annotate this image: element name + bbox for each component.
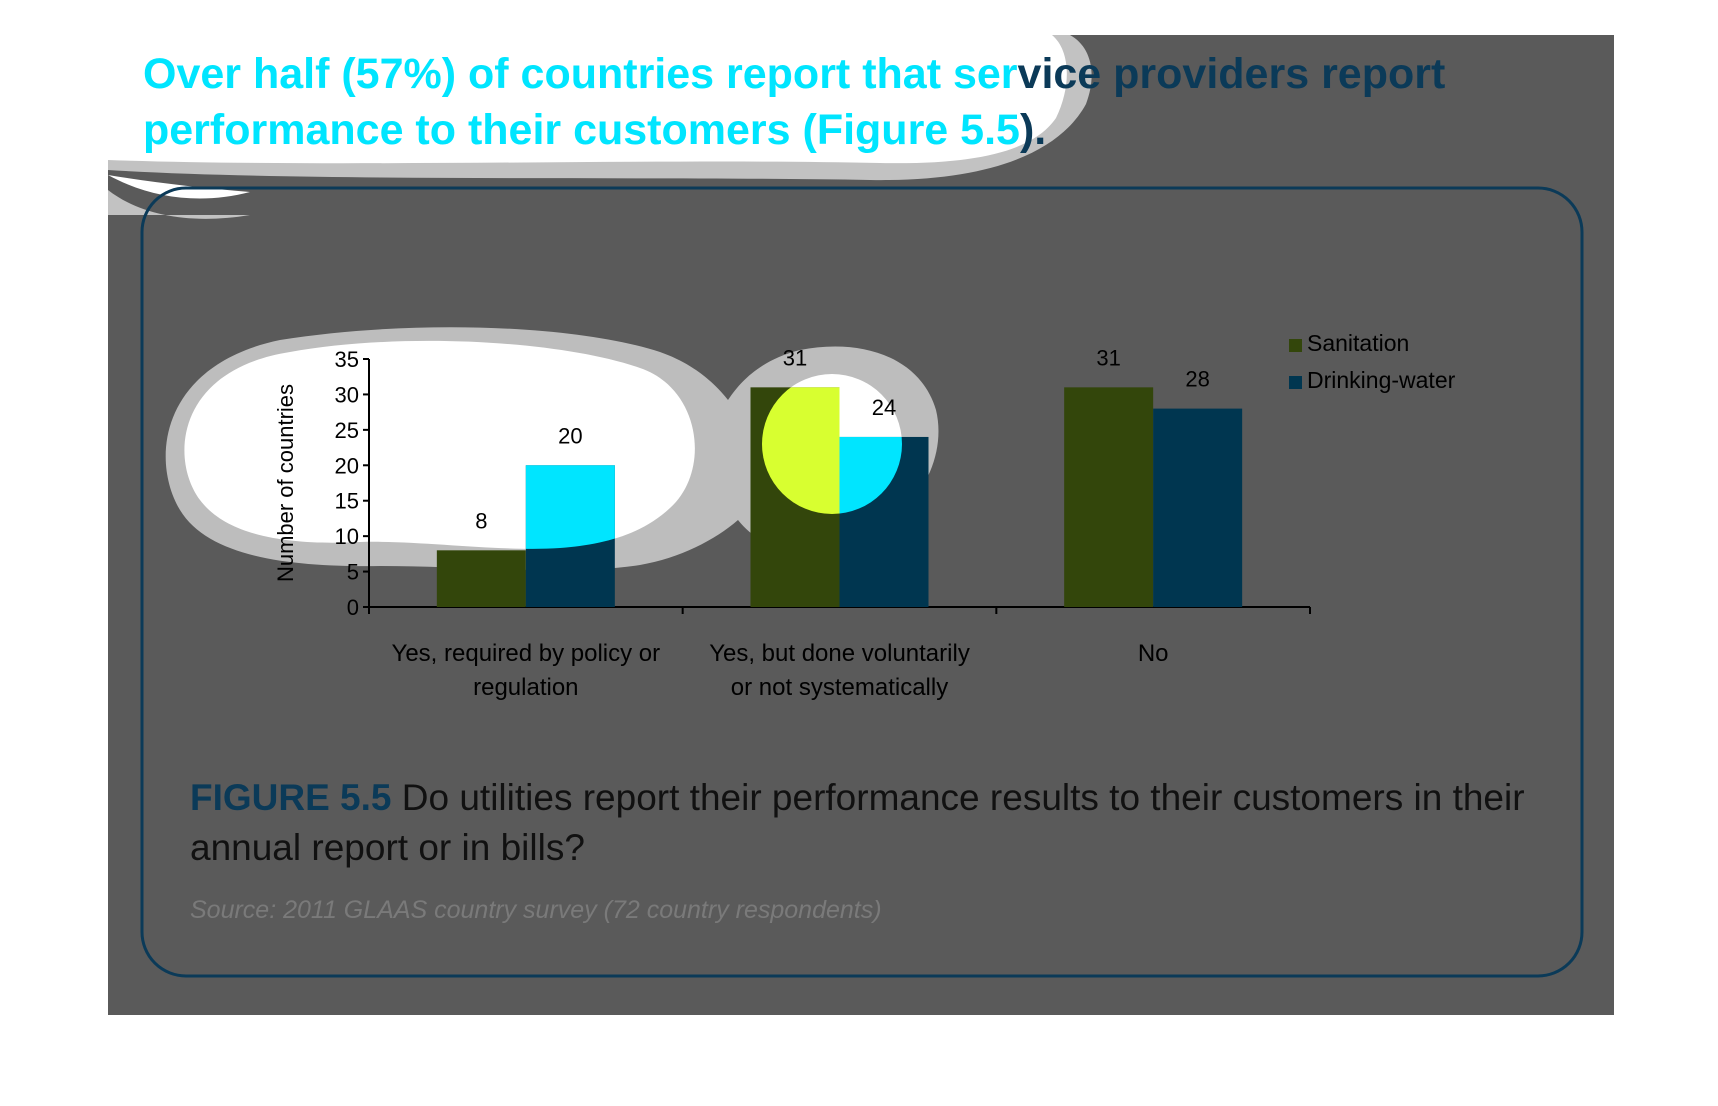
headline-highlight <box>108 35 1067 164</box>
data-label: 28 <box>1185 367 1209 392</box>
headline-line2-a: performance to their customers (Figure 5… <box>143 106 997 154</box>
bar-drinking-water-2 <box>1153 408 1243 607</box>
y-tick-label: 30 <box>335 382 359 407</box>
y-axis-label: Number of countries <box>273 384 298 582</box>
source-note: Source: 2011 GLAAS country survey (72 co… <box>190 896 882 924</box>
figure-label: FIGURE 5.5 <box>190 777 392 818</box>
data-label: 31 <box>1096 345 1120 370</box>
legend-label: Sanitation <box>1307 330 1409 356</box>
caption-text: Do utilities report their performance re… <box>190 777 1525 868</box>
headline: Over half (57%) of countries report that… <box>143 46 1623 158</box>
headline-highlight-tail <box>108 175 250 199</box>
y-tick-label: 0 <box>347 595 359 620</box>
headline-line2-c: ). <box>1019 106 1047 154</box>
bar-sanitation-2 <box>1064 387 1154 607</box>
y-tick-label: 25 <box>335 418 359 443</box>
legend-swatch-drinking-water <box>1289 376 1302 389</box>
y-tick-label: 35 <box>335 347 359 372</box>
headline-part-2: vice providers report <box>1017 50 1446 98</box>
bar-sanitation-0 <box>436 550 526 607</box>
x-category-label: Yes, required by policy or <box>392 640 661 667</box>
data-label: 8 <box>475 508 487 533</box>
y-tick-label: 15 <box>335 489 359 514</box>
headline-line2-b: 5 <box>996 106 1020 154</box>
legend-swatch-sanitation <box>1289 339 1302 352</box>
figure-caption: FIGURE 5.5 Do utilities report their per… <box>190 773 1560 873</box>
x-category-label: Yes, but done voluntarily <box>709 640 970 667</box>
y-tick-label: 20 <box>335 453 359 478</box>
x-category-label: or not systematically <box>731 674 948 701</box>
headline-part-1: Over half (57%) of countries report that… <box>143 50 1018 98</box>
legend-label: Drinking-water <box>1307 367 1456 393</box>
bar-highlight <box>525 465 615 549</box>
data-label: 31 <box>783 345 807 370</box>
figure-frame <box>140 186 1584 978</box>
x-category-label: No <box>1138 640 1169 667</box>
data-label: 24 <box>872 395 896 420</box>
highlight-left-overlay <box>525 465 615 549</box>
data-label: 20 <box>558 423 582 448</box>
y-tick-label: 5 <box>347 560 359 585</box>
bar-chart: 0 5 10 15 20 25 30 35 Number of countries 8 31 31 20… <box>273 330 1456 701</box>
y-tick-label: 10 <box>335 524 359 549</box>
x-category-label: regulation <box>473 674 578 701</box>
